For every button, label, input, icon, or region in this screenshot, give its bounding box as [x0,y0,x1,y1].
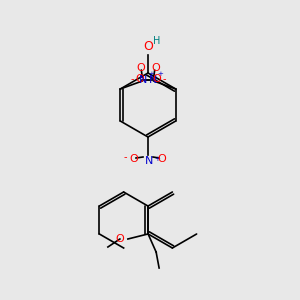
Text: O: O [135,74,144,84]
Text: O: O [158,154,166,164]
Text: O: O [115,234,124,244]
Text: O: O [152,74,161,84]
Text: N: N [148,75,157,85]
Text: -: - [124,152,127,162]
Text: O: O [143,40,153,53]
Text: +: + [148,71,154,77]
Text: +: + [154,156,160,162]
Text: O: O [136,63,145,73]
Text: N: N [139,75,148,85]
Text: H: H [153,36,160,46]
Text: O: O [130,154,138,164]
Text: N: N [145,156,153,166]
Text: +: + [158,71,164,77]
Text: -: - [162,74,166,84]
Text: O: O [151,63,160,73]
Text: -: - [130,74,134,84]
